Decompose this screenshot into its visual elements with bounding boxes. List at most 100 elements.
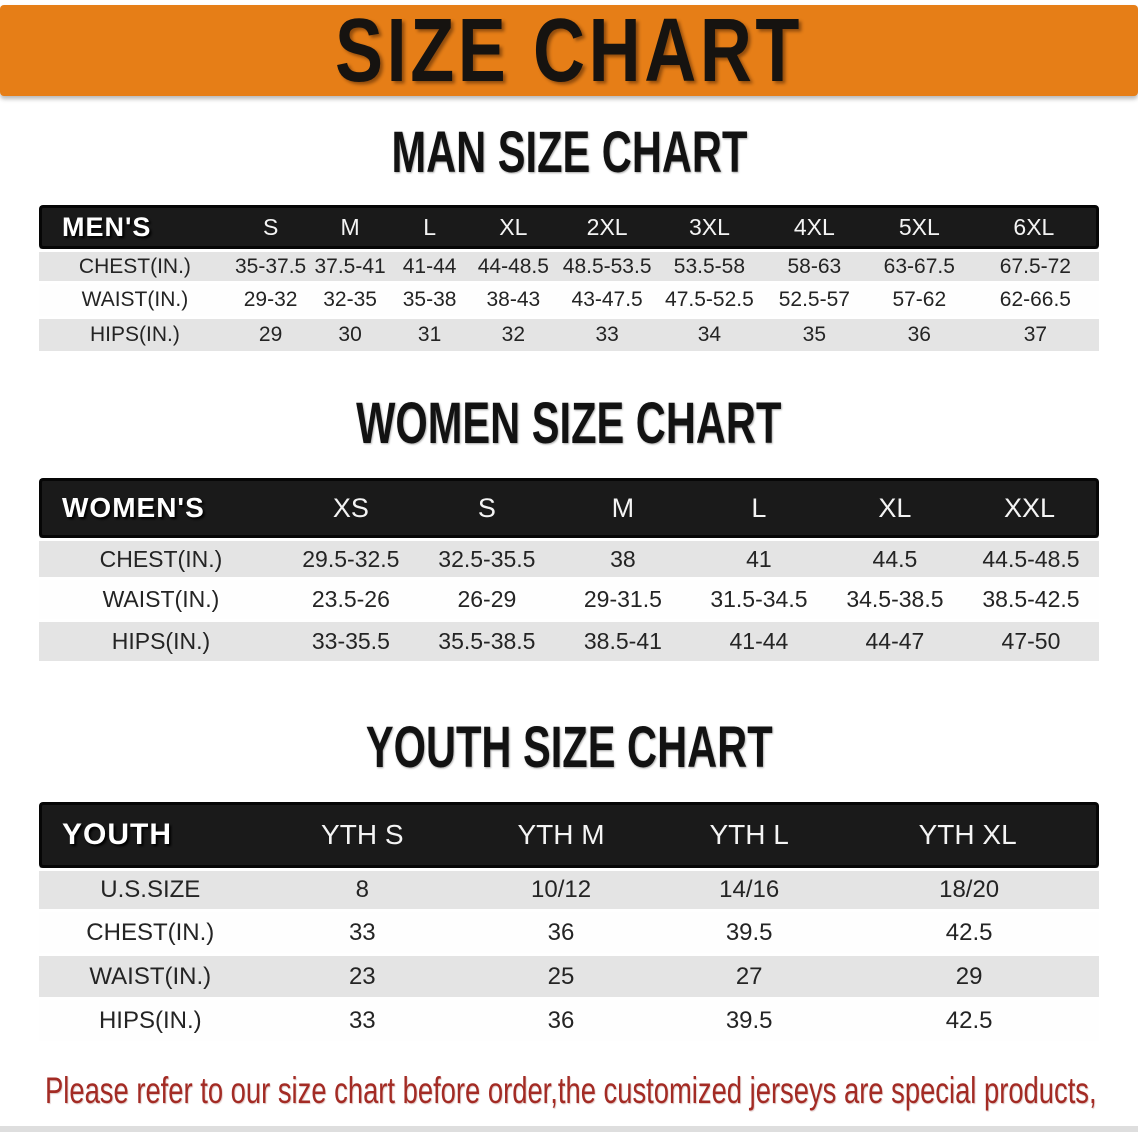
row-label: WAIST(IN.) xyxy=(39,956,262,1000)
table-cell: 44.5 xyxy=(826,538,963,580)
table-cell: 57-62 xyxy=(866,284,972,319)
table-row: WAIST(IN.) 23.5-26 26-29 29-31.5 31.5-34.5 34… xyxy=(39,580,1099,622)
row-label: HIPS(IN.) xyxy=(39,622,283,664)
table-cell: 35-38 xyxy=(389,284,470,319)
table-cell: 32 xyxy=(469,319,558,354)
man-size-chart-heading: MAN SIZE CHART xyxy=(0,124,1138,182)
table-cell: 26-29 xyxy=(418,580,555,622)
banner-title: SIZE CHART xyxy=(335,0,803,100)
size-column-header: 4XL xyxy=(761,205,867,249)
table-cell: 8 xyxy=(261,868,463,912)
size-column-header: XXL xyxy=(962,478,1099,538)
table-corner-label: MEN'S xyxy=(39,205,231,249)
table-cell: 67.5-72 xyxy=(971,249,1099,284)
table-row: U.S.SIZE 8 10/12 14/16 18/20 xyxy=(39,868,1099,912)
table-cell: 44.5-48.5 xyxy=(962,538,1099,580)
women-size-table: WOMEN'S XS S M L XL XXL CHEST(IN.) 29.5-32.5 32.5… xyxy=(39,478,1099,664)
table-cell: 42.5 xyxy=(839,912,1099,956)
size-column-header: 2XL xyxy=(557,205,657,249)
table-cell: 29.5-32.5 xyxy=(282,538,419,580)
disclaimer: Please refer to our size chart before or… xyxy=(0,1066,1138,1132)
table-cell: 36 xyxy=(462,912,660,956)
man-size-chart-section: MAN SIZE CHART MEN'S S M L XL 2XL 3XL 4XL 5XL 6XL… xyxy=(0,124,1138,354)
table-cell: 38.5-42.5 xyxy=(962,580,1099,622)
size-column-header: XL xyxy=(469,205,558,249)
table-cell: 23.5-26 xyxy=(282,580,419,622)
table-header-row: MEN'S S M L XL 2XL 3XL 4XL 5XL 6XL xyxy=(39,205,1099,249)
banner: SIZE CHART xyxy=(0,0,1138,100)
size-column-header: YTH L xyxy=(659,802,840,868)
table-row: WAIST(IN.) 23 25 27 29 xyxy=(39,956,1099,1000)
table-cell: 35-37.5 xyxy=(230,249,311,284)
men-table-wrap: MEN'S S M L XL 2XL 3XL 4XL 5XL 6XL CHEST(IN.) 35-37… xyxy=(0,205,1138,354)
table-row: WAIST(IN.) 29-32 32-35 35-38 38-43 43-47.5 47.… xyxy=(39,284,1099,319)
size-column-header: YTH S xyxy=(261,802,463,868)
table-cell: 42.5 xyxy=(839,1000,1099,1044)
row-label: WAIST(IN.) xyxy=(39,284,231,319)
size-column-header: S xyxy=(230,205,311,249)
size-column-header: 5XL xyxy=(866,205,972,249)
table-header-row: WOMEN'S XS S M L XL XXL xyxy=(39,478,1099,538)
table-cell: 33 xyxy=(557,319,657,354)
size-column-header: 6XL xyxy=(971,205,1099,249)
table-cell: 53.5-58 xyxy=(656,249,762,284)
bottom-strip xyxy=(0,1126,1138,1132)
youth-size-chart-heading: YOUTH SIZE CHART xyxy=(0,715,1138,781)
women-table-wrap: WOMEN'S XS S M L XL XXL CHEST(IN.) 29.5-32.5 32.5… xyxy=(0,478,1138,664)
row-label: CHEST(IN.) xyxy=(39,912,262,956)
table-cell: 33-35.5 xyxy=(282,622,419,664)
youth-size-chart-section: YOUTH SIZE CHART YOUTH YTH S YTH M YTH L YTH… xyxy=(0,715,1138,1044)
youth-size-table: YOUTH YTH S YTH M YTH L YTH XL U.S.SIZE 8 10/12… xyxy=(39,802,1099,1044)
table-cell: 38.5-41 xyxy=(554,622,691,664)
table-row: CHEST(IN.) 33 36 39.5 42.5 xyxy=(39,912,1099,956)
table-cell: 41-44 xyxy=(690,622,827,664)
table-cell: 41-44 xyxy=(389,249,470,284)
size-column-header: YTH M xyxy=(462,802,660,868)
row-label: HIPS(IN.) xyxy=(39,319,231,354)
row-label: CHEST(IN.) xyxy=(39,249,231,284)
size-column-header: YTH XL xyxy=(839,802,1099,868)
table-cell: 31.5-34.5 xyxy=(690,580,827,622)
table-cell: 43-47.5 xyxy=(557,284,657,319)
table-corner-label: WOMEN'S xyxy=(39,478,283,538)
disclaimer-line-1: Please refer to our size chart before or… xyxy=(45,1070,1097,1111)
table-cell: 29 xyxy=(839,956,1099,1000)
table-row: HIPS(IN.) 29 30 31 32 33 34 35 36 37 xyxy=(39,319,1099,354)
table-cell: 30 xyxy=(310,319,390,354)
size-column-header: 3XL xyxy=(656,205,762,249)
size-column-header: L xyxy=(690,478,827,538)
table-cell: 31 xyxy=(389,319,470,354)
table-row: CHEST(IN.) 35-37.5 37.5-41 41-44 44-48.5 48.5… xyxy=(39,249,1099,284)
table-cell: 62-66.5 xyxy=(971,284,1099,319)
table-cell: 38-43 xyxy=(469,284,558,319)
table-cell: 63-67.5 xyxy=(866,249,972,284)
table-cell: 35.5-38.5 xyxy=(418,622,555,664)
table-cell: 44-48.5 xyxy=(469,249,558,284)
size-column-header: M xyxy=(310,205,390,249)
table-cell: 41 xyxy=(690,538,827,580)
table-cell: 34.5-38.5 xyxy=(826,580,963,622)
table-row: HIPS(IN.) 33-35.5 35.5-38.5 38.5-41 41-44 44-… xyxy=(39,622,1099,664)
table-cell: 33 xyxy=(261,1000,463,1044)
table-cell: 36 xyxy=(866,319,972,354)
row-label: U.S.SIZE xyxy=(39,868,262,912)
table-cell: 23 xyxy=(261,956,463,1000)
women-size-chart-heading-text: WOMEN SIZE CHART xyxy=(356,391,782,457)
table-cell: 33 xyxy=(261,912,463,956)
men-size-table: MEN'S S M L XL 2XL 3XL 4XL 5XL 6XL CHEST(IN.) 35-37… xyxy=(39,205,1099,354)
table-cell: 14/16 xyxy=(659,868,840,912)
youth-size-chart-heading-text: YOUTH SIZE CHART xyxy=(365,715,773,781)
table-cell: 36 xyxy=(462,1000,660,1044)
table-cell: 47-50 xyxy=(962,622,1099,664)
table-cell: 32-35 xyxy=(310,284,390,319)
row-label: HIPS(IN.) xyxy=(39,1000,262,1044)
table-cell: 27 xyxy=(659,956,840,1000)
size-column-header: XL xyxy=(826,478,963,538)
table-cell: 38 xyxy=(554,538,691,580)
table-cell: 18/20 xyxy=(839,868,1099,912)
table-cell: 29-32 xyxy=(230,284,311,319)
row-label: WAIST(IN.) xyxy=(39,580,283,622)
size-column-header: XS xyxy=(282,478,419,538)
size-column-header: M xyxy=(554,478,691,538)
women-size-chart-heading: WOMEN SIZE CHART xyxy=(0,391,1138,457)
